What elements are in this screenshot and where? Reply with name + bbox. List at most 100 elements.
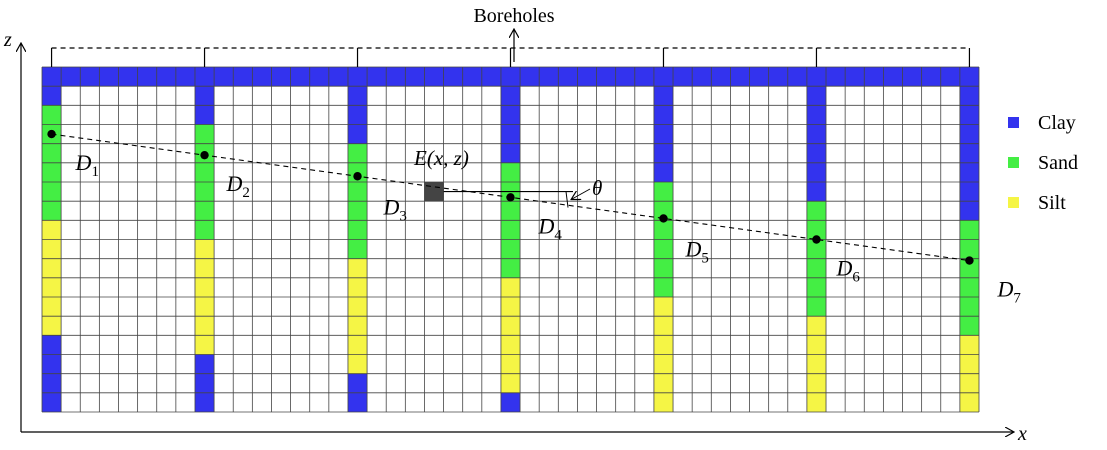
top-clay-cell [845,67,865,87]
borehole-cell [959,354,979,374]
borehole-cell [806,354,827,374]
borehole-cell [347,67,368,87]
borehole-label: D6 [835,256,860,286]
borehole-cell [653,239,674,259]
borehole-cell [347,335,368,355]
borehole-cell [500,201,521,221]
borehole-cell [959,124,979,144]
borehole-cell [42,373,62,393]
borehole-cell [42,297,62,317]
borehole-cell [806,316,827,336]
borehole-cell [42,335,62,355]
sand-legend-label: Sand [1038,152,1078,174]
borehole-cell [42,220,62,240]
borehole-cell [194,392,215,412]
target-cell [424,182,444,202]
borehole-cell [806,335,827,355]
borehole-cell [959,297,979,317]
borehole-cell [347,258,368,278]
borehole-cell [653,258,674,278]
borehole-cell [194,124,215,144]
borehole-cell [347,124,368,144]
top-clay-cell [883,67,903,87]
borehole-cell [806,392,827,412]
borehole-cell [653,316,674,336]
top-clay-cell [99,67,119,87]
borehole-cell [806,143,827,163]
top-clay-cell [214,67,234,87]
borehole-cell [347,143,368,163]
borehole-cell [959,162,979,182]
borehole-cell [653,201,674,221]
silt-legend-swatch [1008,197,1019,208]
borehole-cell [500,162,521,182]
borehole-cell [653,354,674,374]
clay-legend-swatch [1008,117,1019,128]
borehole-cell [500,277,521,297]
angle-pointer [572,188,591,199]
borehole-cell [959,182,979,202]
borehole-cell [959,392,979,412]
top-clay-cell [386,67,406,87]
borehole-cell [347,297,368,317]
borehole-cell [959,201,979,221]
top-clay-cell [80,67,100,87]
silt-legend-label: Silt [1038,192,1066,214]
top-clay-cell [577,67,597,87]
borehole-cell [959,277,979,297]
borehole-cell [959,373,979,393]
clay-legend-label: Clay [1038,112,1076,134]
borehole-cell [500,354,521,374]
top-clay-cell [749,67,769,87]
borehole-cell [194,86,215,106]
borehole-cell [959,258,979,278]
borehole-cell [194,67,215,87]
borehole-label: D7 [996,277,1021,307]
x-axis-label: x [1017,423,1027,445]
top-clay-cell [309,67,329,87]
borehole-cell [500,105,521,125]
top-clay-cell [328,67,348,87]
borehole-cell [653,162,674,182]
borehole-cell [42,239,62,259]
borehole-cell [959,86,979,106]
borehole-cell [959,335,979,355]
target-label: E(x, z) [413,146,469,170]
borehole-cell [500,124,521,144]
borehole-cell [194,335,215,355]
top-clay-cell [940,67,960,87]
borehole-cell [500,143,521,163]
sand-legend-swatch [1008,157,1019,168]
borehole-cell [500,297,521,317]
borehole-cell [806,105,827,125]
borehole-cell [42,86,62,106]
top-clay-cell [443,67,463,87]
borehole-cell [347,182,368,202]
borehole-cell [959,105,979,125]
borehole-cell [959,316,979,336]
diagram-overlay: D1 D2 D3 D4 D5 D6 D7 [47,47,1021,307]
borehole-cell [806,67,827,87]
borehole-cell [806,258,827,278]
angle-arc [565,191,569,208]
grid-cells [41,66,980,413]
borehole-cell [194,373,215,393]
borehole-point [659,214,668,223]
top-clay-cell [367,67,387,87]
borehole-cell [806,239,827,259]
top-clay-cell [405,67,425,87]
borehole-cell [653,86,674,106]
borehole-cell [653,143,674,163]
top-clay-cell [61,67,81,87]
borehole-cell [500,239,521,259]
borehole-cell [806,373,827,393]
borehole-cell [42,354,62,374]
top-clay-cell [156,67,176,87]
borehole-cell [42,392,62,412]
borehole-label: D3 [383,194,407,224]
borehole-cell [42,67,62,87]
top-clay-cell [233,67,253,87]
borehole-cell [500,392,521,412]
angle-label: θ [592,176,602,200]
top-clay-cell [596,67,616,87]
